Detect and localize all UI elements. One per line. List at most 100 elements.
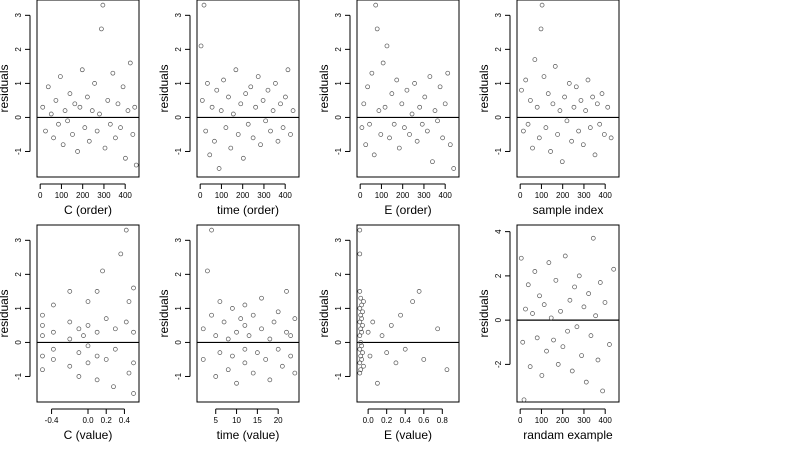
data-point xyxy=(424,128,430,134)
data-point xyxy=(132,104,138,110)
y-tick-label: -1 xyxy=(174,147,183,155)
data-point xyxy=(226,94,231,100)
data-point xyxy=(525,282,531,288)
y-tick-label: 3 xyxy=(494,13,503,18)
data-point xyxy=(234,329,239,335)
data-point xyxy=(553,277,559,283)
x-tick-label: 400 xyxy=(439,191,453,200)
data-point xyxy=(85,323,91,328)
y-tick-label: 3 xyxy=(14,13,23,18)
data-point xyxy=(605,104,611,110)
data-point xyxy=(40,367,45,373)
data-point xyxy=(382,104,388,110)
data-point xyxy=(267,336,273,342)
y-tick-label: 0 xyxy=(494,317,503,322)
data-point xyxy=(273,81,278,86)
data-point xyxy=(40,104,46,110)
x-tick-label: 300 xyxy=(577,191,591,200)
x-axis-label: randam example xyxy=(523,428,613,442)
plot-frame xyxy=(196,224,300,403)
data-point xyxy=(580,142,586,148)
data-point xyxy=(275,138,281,144)
data-point xyxy=(288,333,294,338)
data-point xyxy=(235,132,241,137)
data-point xyxy=(359,343,364,349)
data-point xyxy=(539,373,545,378)
data-point xyxy=(435,118,440,124)
data-point xyxy=(360,309,365,315)
data-point xyxy=(230,306,235,311)
x-tick-label: 400 xyxy=(599,416,613,425)
data-point xyxy=(402,346,408,352)
x-tick-label: 100 xyxy=(375,191,389,200)
data-point xyxy=(209,312,214,318)
y-tick-label: 0 xyxy=(334,115,343,120)
x-tick-label: 0.0 xyxy=(363,416,375,425)
x-tick-label: 15 xyxy=(253,416,262,425)
plot-frame xyxy=(36,224,140,403)
data-point xyxy=(94,353,100,359)
x-tick-label: 200 xyxy=(396,191,410,200)
data-point xyxy=(359,316,364,321)
y-axis-label: residuals xyxy=(157,289,171,337)
data-point xyxy=(371,152,377,158)
data-point xyxy=(602,300,608,305)
data-point xyxy=(131,329,136,335)
data-point xyxy=(260,98,266,103)
data-point xyxy=(85,360,91,366)
data-point xyxy=(552,64,558,69)
panel-5: -1 0 1 2 3 -0.4 0.0 0.2 0.4 C (value) residuals xyxy=(0,224,140,442)
data-point xyxy=(284,289,289,294)
data-point xyxy=(225,367,231,373)
data-point xyxy=(564,118,570,124)
data-point xyxy=(581,304,587,310)
data-point xyxy=(214,87,220,93)
y-tick-label: 3 xyxy=(334,238,343,243)
data-point xyxy=(555,132,560,137)
x-axis-label: time (value) xyxy=(217,428,280,442)
x-tick-label: 400 xyxy=(599,191,613,200)
y-tick-label: 1 xyxy=(174,81,183,86)
data-point xyxy=(85,343,91,349)
data-point xyxy=(430,159,435,165)
data-point xyxy=(587,125,593,130)
y-tick-label: 2 xyxy=(334,272,343,277)
data-point xyxy=(384,43,390,49)
y-tick-label: -1 xyxy=(334,147,343,155)
data-point xyxy=(595,357,601,363)
data-point xyxy=(370,319,376,325)
data-point xyxy=(51,329,56,335)
x-tick-label: 200 xyxy=(236,191,250,200)
y-tick-label: -1 xyxy=(334,372,343,380)
data-point xyxy=(388,323,394,328)
data-point xyxy=(275,309,281,315)
data-point xyxy=(361,363,366,369)
data-point xyxy=(218,108,224,113)
data-point xyxy=(530,311,535,316)
y-tick-label: 2 xyxy=(334,47,343,52)
data-point xyxy=(562,94,567,100)
data-point xyxy=(271,319,277,325)
data-point xyxy=(435,326,441,332)
data-point xyxy=(240,155,246,161)
data-point xyxy=(451,166,457,171)
y-tick-label: 0 xyxy=(14,115,23,120)
data-point xyxy=(94,329,100,335)
data-point xyxy=(588,333,594,338)
data-point xyxy=(228,145,234,151)
data-point xyxy=(567,297,573,303)
data-point xyxy=(230,353,235,359)
data-point xyxy=(562,253,568,259)
data-point xyxy=(358,367,364,373)
data-point xyxy=(407,132,412,137)
x-tick-label: -0.4 xyxy=(45,416,59,425)
data-point xyxy=(60,142,66,148)
data-point xyxy=(89,108,95,113)
x-tick-label: 100 xyxy=(215,191,229,200)
y-axis-label: residuals xyxy=(317,64,331,112)
data-point xyxy=(359,357,364,362)
data-point xyxy=(105,98,111,103)
data-point xyxy=(525,121,531,127)
y-tick-label: -1 xyxy=(494,147,503,155)
data-point xyxy=(280,125,286,130)
